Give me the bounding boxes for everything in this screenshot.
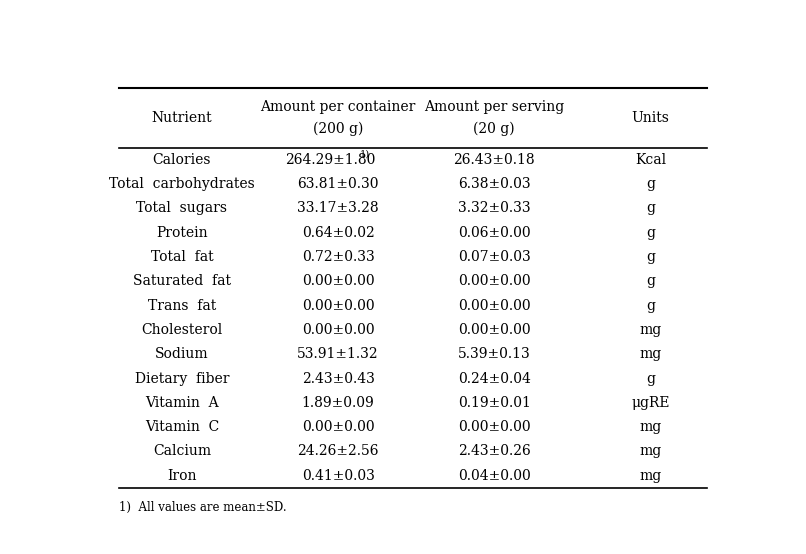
- Text: 53.91±1.32: 53.91±1.32: [297, 347, 379, 361]
- Text: Amount per serving: Amount per serving: [424, 100, 564, 114]
- Text: 2.43±0.26: 2.43±0.26: [458, 444, 530, 459]
- Text: 0.00±0.00: 0.00±0.00: [301, 323, 375, 337]
- Text: (200 g): (200 g): [313, 121, 364, 136]
- Text: g: g: [646, 225, 655, 240]
- Text: 26.43±0.18: 26.43±0.18: [454, 153, 535, 167]
- Text: Amount per container: Amount per container: [260, 100, 416, 114]
- Text: 0.24±0.04: 0.24±0.04: [458, 372, 530, 386]
- Text: Calcium: Calcium: [153, 444, 211, 459]
- Text: 0.04±0.00: 0.04±0.00: [458, 469, 530, 483]
- Text: 0.00±0.00: 0.00±0.00: [458, 323, 530, 337]
- Text: Vitamin  A: Vitamin A: [145, 396, 218, 410]
- Text: Cholesterol: Cholesterol: [141, 323, 222, 337]
- Text: 0.41±0.03: 0.41±0.03: [301, 469, 375, 483]
- Text: μgRE: μgRE: [631, 396, 670, 410]
- Text: Sodium: Sodium: [155, 347, 209, 361]
- Text: 0.06±0.00: 0.06±0.00: [458, 225, 530, 240]
- Text: Trans  fat: Trans fat: [147, 299, 216, 312]
- Text: 1): 1): [360, 150, 370, 158]
- Text: Kcal: Kcal: [635, 153, 666, 167]
- Text: Iron: Iron: [167, 469, 197, 483]
- Text: Total  sugars: Total sugars: [136, 201, 227, 216]
- Text: g: g: [646, 201, 655, 216]
- Text: 6.38±0.03: 6.38±0.03: [458, 177, 530, 191]
- Text: 63.81±0.30: 63.81±0.30: [297, 177, 379, 191]
- Text: 0.72±0.33: 0.72±0.33: [301, 250, 375, 264]
- Text: mg: mg: [639, 444, 662, 459]
- Text: 0.00±0.00: 0.00±0.00: [301, 299, 375, 312]
- Text: Vitamin  C: Vitamin C: [145, 420, 219, 434]
- Text: 2.43±0.43: 2.43±0.43: [301, 372, 375, 386]
- Text: g: g: [646, 250, 655, 264]
- Text: 33.17±3.28: 33.17±3.28: [297, 201, 379, 216]
- Text: 0.07±0.03: 0.07±0.03: [458, 250, 530, 264]
- Text: mg: mg: [639, 420, 662, 434]
- Text: Units: Units: [632, 111, 669, 125]
- Text: g: g: [646, 372, 655, 386]
- Text: 3.32±0.33: 3.32±0.33: [458, 201, 530, 216]
- Text: 264.29±1.80: 264.29±1.80: [285, 153, 376, 167]
- Text: Saturated  fat: Saturated fat: [133, 274, 231, 288]
- Text: 5.39±0.13: 5.39±0.13: [458, 347, 530, 361]
- Text: 24.26±2.56: 24.26±2.56: [297, 444, 379, 459]
- Text: Protein: Protein: [156, 225, 208, 240]
- Text: g: g: [646, 177, 655, 191]
- Text: 0.00±0.00: 0.00±0.00: [458, 299, 530, 312]
- Text: (20 g): (20 g): [473, 121, 515, 136]
- Text: 1.89±0.09: 1.89±0.09: [301, 396, 375, 410]
- Text: g: g: [646, 274, 655, 288]
- Text: Total  carbohydrates: Total carbohydrates: [109, 177, 255, 191]
- Text: Dietary  fiber: Dietary fiber: [135, 372, 229, 386]
- Text: 0.00±0.00: 0.00±0.00: [301, 274, 375, 288]
- Text: mg: mg: [639, 347, 662, 361]
- Text: 0.00±0.00: 0.00±0.00: [458, 420, 530, 434]
- Text: 0.00±0.00: 0.00±0.00: [301, 420, 375, 434]
- Text: Nutrient: Nutrient: [152, 111, 212, 125]
- Text: 0.19±0.01: 0.19±0.01: [458, 396, 530, 410]
- Text: g: g: [646, 299, 655, 312]
- Text: 0.64±0.02: 0.64±0.02: [301, 225, 375, 240]
- Text: mg: mg: [639, 469, 662, 483]
- Text: mg: mg: [639, 323, 662, 337]
- Text: Total  fat: Total fat: [151, 250, 214, 264]
- Text: Calories: Calories: [152, 153, 211, 167]
- Text: 1)  All values are mean±SD.: 1) All values are mean±SD.: [119, 501, 287, 514]
- Text: 0.00±0.00: 0.00±0.00: [458, 274, 530, 288]
